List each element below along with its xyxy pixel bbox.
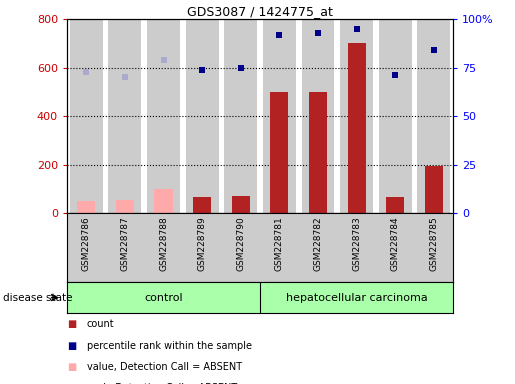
Bar xyxy=(418,19,450,213)
Bar xyxy=(70,19,102,213)
Bar xyxy=(147,19,180,213)
Bar xyxy=(425,166,443,213)
Text: control: control xyxy=(144,293,183,303)
Point xyxy=(352,26,360,32)
Bar xyxy=(116,200,134,213)
Bar xyxy=(70,213,102,282)
Text: disease state: disease state xyxy=(3,293,72,303)
Point xyxy=(121,74,129,81)
Text: GSM228781: GSM228781 xyxy=(275,217,284,271)
Bar xyxy=(263,19,296,213)
Text: ■: ■ xyxy=(67,341,76,351)
Bar xyxy=(225,19,257,213)
Text: GSM228789: GSM228789 xyxy=(198,217,207,271)
Text: GSM228784: GSM228784 xyxy=(391,217,400,271)
Text: GSM228783: GSM228783 xyxy=(352,217,361,271)
Text: ■: ■ xyxy=(67,319,76,329)
Point xyxy=(275,31,283,38)
Text: rank, Detection Call = ABSENT: rank, Detection Call = ABSENT xyxy=(87,383,237,384)
Text: hepatocellular carcinoma: hepatocellular carcinoma xyxy=(286,293,427,303)
Bar xyxy=(348,43,366,213)
Bar xyxy=(225,213,257,282)
Bar xyxy=(302,19,334,213)
Text: count: count xyxy=(87,319,114,329)
Point xyxy=(198,66,206,73)
Text: ■: ■ xyxy=(67,362,76,372)
Point xyxy=(236,65,245,71)
Text: GSM228786: GSM228786 xyxy=(82,217,91,271)
Text: GSM228782: GSM228782 xyxy=(314,217,322,271)
Text: ■: ■ xyxy=(67,383,76,384)
Text: GSM228788: GSM228788 xyxy=(159,217,168,271)
Bar xyxy=(147,213,180,282)
Bar xyxy=(67,282,260,313)
Bar xyxy=(309,92,327,213)
Text: percentile rank within the sample: percentile rank within the sample xyxy=(87,341,251,351)
Bar xyxy=(386,197,404,213)
Point xyxy=(391,72,400,78)
Bar xyxy=(270,92,288,213)
Text: value, Detection Call = ABSENT: value, Detection Call = ABSENT xyxy=(87,362,242,372)
Bar xyxy=(77,201,95,213)
Title: GDS3087 / 1424775_at: GDS3087 / 1424775_at xyxy=(187,5,333,18)
Bar xyxy=(186,19,218,213)
Point xyxy=(82,68,91,74)
Point xyxy=(314,30,322,36)
Bar xyxy=(109,19,141,213)
Text: GSM228787: GSM228787 xyxy=(121,217,129,271)
Bar xyxy=(340,213,373,282)
Bar xyxy=(340,19,373,213)
Bar xyxy=(379,213,411,282)
Bar xyxy=(154,189,173,213)
Bar xyxy=(263,213,296,282)
Text: GSM228790: GSM228790 xyxy=(236,217,245,271)
Bar xyxy=(302,213,334,282)
Bar xyxy=(193,197,211,213)
Point xyxy=(430,47,438,53)
Bar xyxy=(232,196,250,213)
Point xyxy=(159,57,167,63)
Bar xyxy=(260,282,453,313)
Text: GSM228785: GSM228785 xyxy=(430,217,438,271)
Bar xyxy=(379,19,411,213)
Bar xyxy=(186,213,218,282)
Bar xyxy=(418,213,450,282)
Bar xyxy=(109,213,141,282)
